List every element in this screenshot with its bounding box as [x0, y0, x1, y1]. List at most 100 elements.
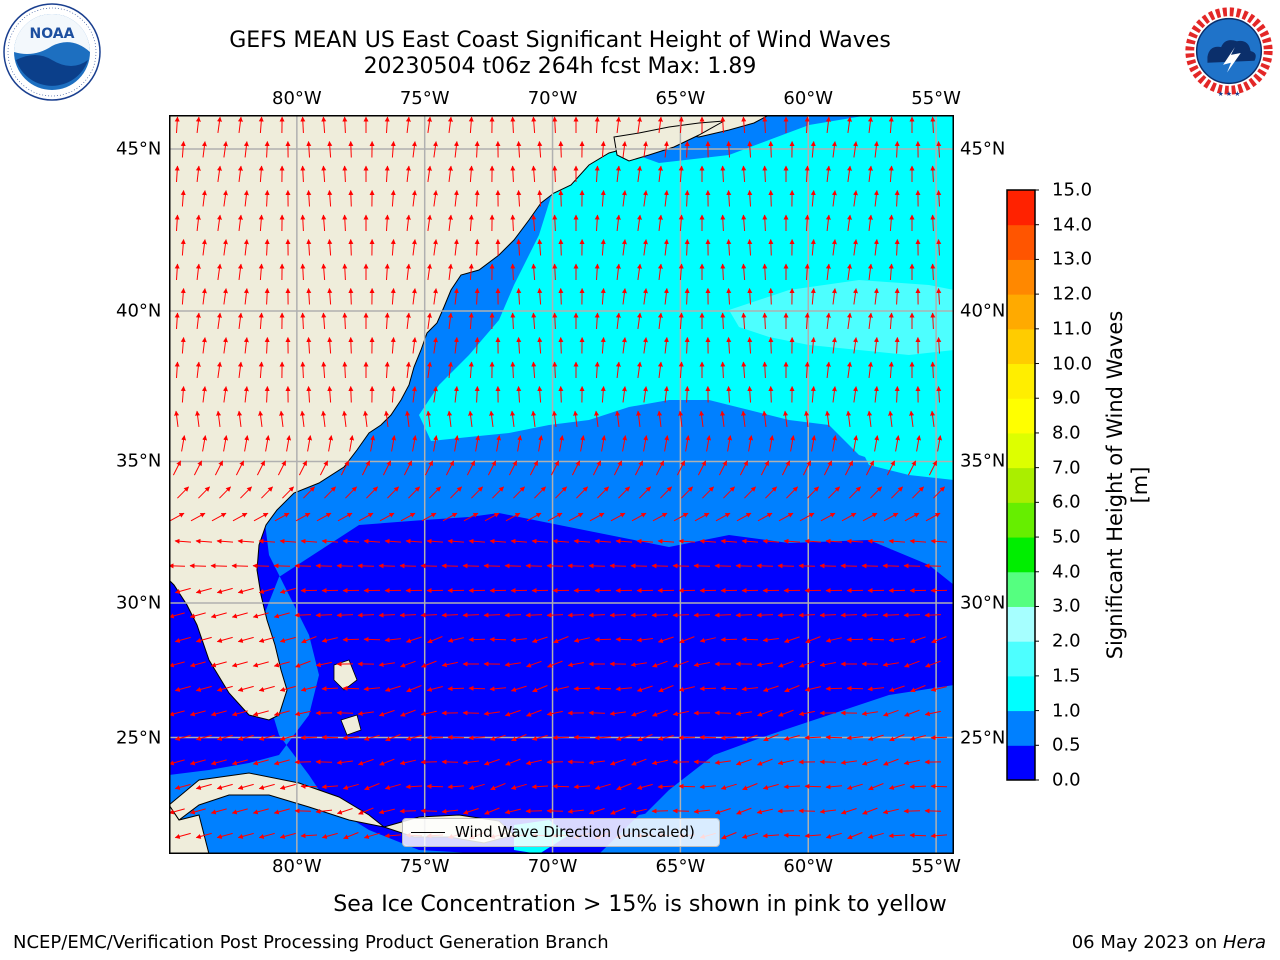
wave-arrow — [888, 116, 894, 134]
wave-arrow — [699, 538, 717, 544]
wave-arrow — [252, 612, 269, 619]
wave-arrow — [615, 214, 621, 231]
wave-arrow — [516, 141, 522, 158]
wave-arrow — [888, 361, 894, 379]
wave-arrow — [177, 486, 189, 499]
wave-arrow — [180, 239, 186, 256]
wave-arrow — [237, 361, 243, 378]
wave-arrow — [615, 686, 633, 692]
wave-arrow — [741, 686, 759, 692]
wave-arrow — [429, 486, 441, 499]
wave-arrow — [853, 190, 858, 207]
colorbar-tick-label: 7.0 — [1052, 457, 1081, 479]
wave-arrow — [189, 661, 206, 668]
wave-arrow — [471, 486, 483, 499]
wave-arrow — [447, 263, 453, 280]
wave-arrow — [189, 710, 206, 717]
wave-arrow — [552, 116, 558, 134]
wave-arrow — [573, 734, 591, 740]
colorbar-segment — [1007, 710, 1035, 746]
wave-arrow — [742, 783, 758, 791]
wave-arrow — [399, 759, 416, 766]
colorbar-tick-label: 2.0 — [1052, 630, 1081, 652]
wave-arrow — [741, 734, 758, 741]
wave-arrow — [300, 410, 306, 427]
wave-arrow — [720, 735, 738, 741]
wave-arrow — [420, 710, 437, 717]
wave-arrow — [252, 759, 269, 766]
wave-arrow — [853, 386, 858, 403]
wave-arrow — [657, 312, 663, 329]
wave-arrow — [637, 361, 642, 378]
wave-arrow — [550, 460, 560, 476]
wave-arrow — [295, 660, 311, 668]
wave-arrow — [321, 637, 338, 643]
wave-arrow — [867, 410, 873, 427]
wave-arrow — [882, 563, 900, 569]
wave-arrow — [531, 538, 549, 544]
wave-arrow — [193, 460, 203, 476]
wave-arrow — [558, 386, 564, 403]
wave-arrow — [327, 190, 333, 207]
wave-arrow — [594, 165, 600, 183]
wave-arrow — [930, 361, 936, 379]
wave-arrow — [237, 636, 254, 643]
wave-arrow — [201, 239, 207, 256]
wave-arrow — [597, 486, 609, 499]
wave-arrow — [348, 190, 354, 207]
wave-arrow — [441, 612, 459, 618]
wave-arrow — [405, 636, 422, 643]
wave-arrow — [525, 612, 543, 618]
wave-arrow — [636, 685, 653, 692]
wave-arrow — [637, 116, 642, 133]
wave-arrow — [930, 833, 948, 839]
wave-arrow — [258, 263, 264, 281]
wave-arrow — [489, 686, 507, 692]
wave-arrow — [804, 538, 822, 544]
wave-arrow — [210, 808, 227, 815]
wave-arrow — [390, 239, 396, 256]
wave-arrow — [840, 612, 858, 618]
colorbar-tick-label: 12.0 — [1052, 283, 1093, 305]
wave-arrow — [300, 538, 318, 544]
wave-arrow — [865, 460, 875, 476]
wave-arrow — [720, 361, 726, 379]
colorbar-tick-label: 0.0 — [1052, 769, 1081, 791]
wave-arrow — [298, 460, 308, 476]
wave-arrow — [714, 563, 732, 569]
wave-arrow — [768, 141, 774, 158]
wave-arrow — [300, 312, 306, 330]
wave-arrow — [777, 759, 794, 766]
wave-arrow — [631, 758, 647, 766]
wave-arrow — [256, 460, 266, 476]
wave-arrow — [825, 832, 842, 839]
wave-arrow — [882, 662, 899, 668]
wave-arrow — [384, 165, 390, 183]
legend-label: Wind Wave Direction (unscaled) — [455, 823, 695, 841]
wave-arrow — [264, 386, 270, 403]
wave-arrow — [169, 512, 185, 522]
wave-arrow — [420, 563, 438, 569]
wave-arrow — [433, 435, 439, 452]
wave-arrow — [853, 337, 858, 354]
wave-arrow — [768, 190, 774, 207]
wave-arrow — [777, 612, 795, 618]
wave-arrow — [678, 361, 684, 379]
wave-arrow — [594, 783, 611, 790]
wave-arrow — [342, 263, 348, 281]
wave-arrow — [847, 312, 852, 329]
wave-arrow — [294, 710, 311, 717]
wave-arrow — [757, 709, 773, 717]
wave-arrow — [492, 486, 504, 499]
wave-arrow — [174, 116, 180, 134]
colorbar-tick-label: 1.0 — [1052, 700, 1081, 722]
wave-arrow — [778, 660, 794, 668]
wave-arrow — [594, 214, 600, 232]
wave-arrow — [357, 758, 374, 766]
wave-arrow — [861, 711, 878, 716]
wave-arrow — [930, 263, 936, 281]
wave-arrow — [180, 141, 186, 158]
wave-arrow — [300, 116, 306, 134]
wave-arrow — [571, 460, 581, 476]
wave-arrow — [684, 337, 690, 354]
